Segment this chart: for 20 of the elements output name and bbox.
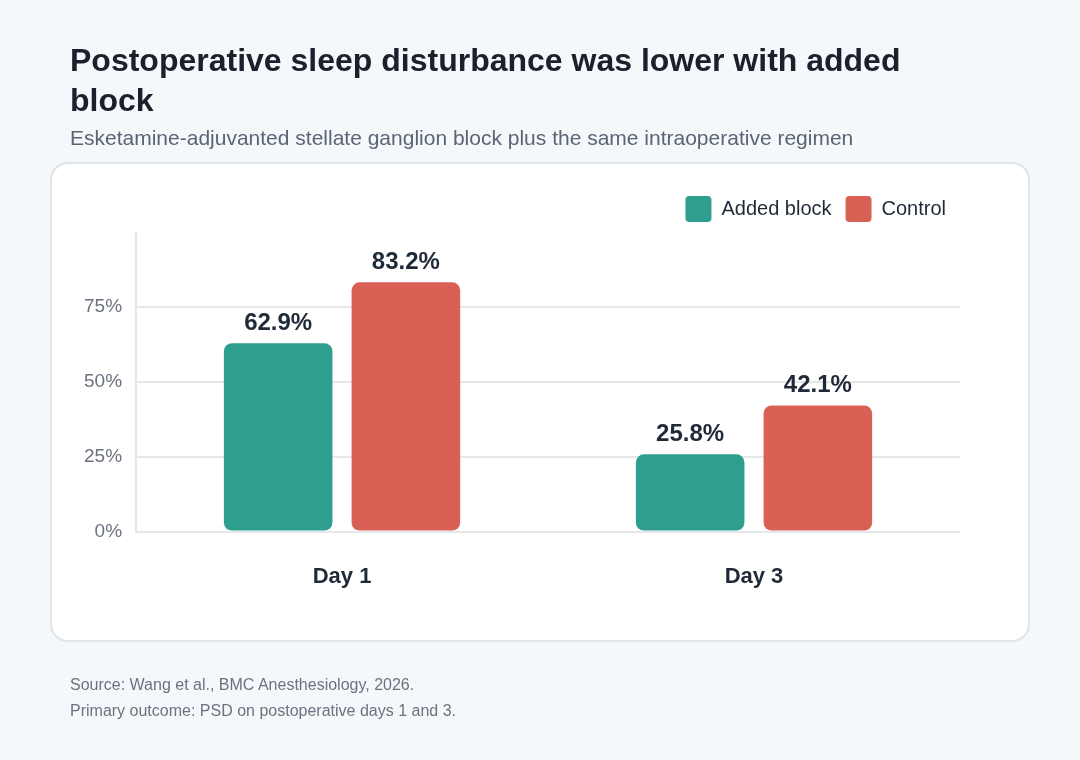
bar xyxy=(223,343,333,531)
chart-subtitle: Esketamine-adjuvanted stellate ganglion block plus the same intraoperative regimen xyxy=(69,126,855,150)
data-label: 62.9% xyxy=(244,307,313,335)
data-label: 25.8% xyxy=(656,418,725,446)
text: Primary outcome: PSD on postoperative days 1 and 3. xyxy=(70,701,457,721)
x-tick-label: Day 3 xyxy=(724,562,784,588)
data-label: 83.2% xyxy=(371,246,440,274)
chart-title: Postoperative sleep disturbance was lower with added block xyxy=(69,41,902,120)
bar xyxy=(351,282,461,531)
bar xyxy=(635,454,745,531)
legend-label: Added block xyxy=(721,196,833,219)
y-tick-label: 50% xyxy=(84,370,123,392)
source-note: Source: Wang et al., BMC Anesthesiology, 2026. xyxy=(70,675,416,695)
data-label: 42.1% xyxy=(783,370,852,398)
x-tick-label: Day 1 xyxy=(312,562,372,588)
y-tick-label: 25% xyxy=(84,444,123,466)
y-tick-label: 0% xyxy=(94,519,123,541)
y-tick-label: 75% xyxy=(84,295,123,317)
bar xyxy=(763,405,873,531)
legend-label: Control xyxy=(881,196,947,219)
